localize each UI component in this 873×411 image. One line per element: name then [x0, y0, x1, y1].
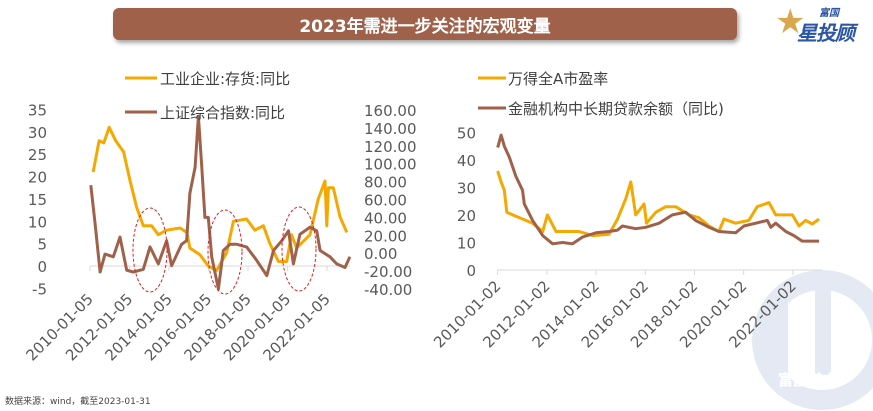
- right-chart: 2010-01-022012-01-022014-01-022016-01-02…: [430, 70, 822, 351]
- y-right-tick-label: 100.00: [364, 156, 417, 174]
- y-tick-label: 30: [457, 179, 476, 197]
- y-left-tick-label: 10: [28, 213, 47, 231]
- series-line-shanghai-index: [89, 114, 352, 291]
- y-left-tick-label: 5: [37, 236, 47, 254]
- y-left-tick-label: 30: [28, 124, 47, 142]
- star-icon: ★: [775, 2, 806, 42]
- y-right-tick-label: 40.00: [364, 209, 407, 227]
- brand-logo: ★ 富国星投顾: [775, 2, 870, 45]
- legend-label: 工业企业:存货:同比: [160, 70, 290, 88]
- y-right-tick-label: 120.00: [364, 138, 417, 156]
- y-right-tick-label: -40.00: [364, 281, 412, 299]
- logo-text-small: 富国: [819, 8, 839, 19]
- y-right-tick-label: 140.00: [364, 120, 417, 138]
- y-right-tick-label: 80.00: [364, 174, 407, 192]
- y-right-tick-label: 20.00: [364, 227, 407, 245]
- watermark: [752, 270, 873, 410]
- y-right-tick-label: 160.00: [364, 102, 417, 120]
- watermark-text: 富国基金: [778, 371, 839, 389]
- y-left-tick-label: 0: [37, 258, 47, 276]
- y-right-tick-label: 0.00: [364, 245, 397, 263]
- highlight-ellipse: [132, 207, 168, 293]
- slide-title: 2023年需进一步关注的宏观变量: [113, 8, 737, 40]
- y-left-tick-label: 15: [28, 191, 47, 209]
- y-tick-label: 0: [466, 262, 476, 280]
- legend-label: 万得全A市盈率: [508, 70, 608, 88]
- series-line-inventory: [91, 125, 349, 272]
- series-line-pe-ratio: [496, 170, 820, 238]
- y-left-tick-label: 25: [28, 146, 47, 164]
- y-left-tick-label: 35: [28, 101, 47, 119]
- y-right-tick-label: -20.00: [364, 263, 412, 281]
- series-line-long-term-loans: [496, 133, 819, 246]
- data-source-note: 数据来源：wind，截至2023-01-31: [5, 397, 151, 407]
- y-left-tick-label: -5: [32, 280, 47, 298]
- y-tick-label: 10: [457, 234, 476, 252]
- highlight-ellipse: [281, 206, 317, 292]
- y-tick-label: 20: [457, 207, 476, 225]
- left-chart: 2010-01-052012-01-052014-01-052016-01-05…: [22, 70, 416, 364]
- y-tick-label: 50: [457, 124, 476, 142]
- y-right-tick-label: 60.00: [364, 192, 407, 210]
- y-left-tick-label: 20: [28, 169, 47, 187]
- logo-text: 星投顾: [797, 21, 855, 45]
- y-tick-label: 40: [457, 152, 476, 170]
- highlight-ellipse: [207, 209, 243, 295]
- legend-label: 上证综合指数:同比: [160, 104, 285, 122]
- legend-label: 金融机构中长期贷款余额（同比): [508, 100, 724, 118]
